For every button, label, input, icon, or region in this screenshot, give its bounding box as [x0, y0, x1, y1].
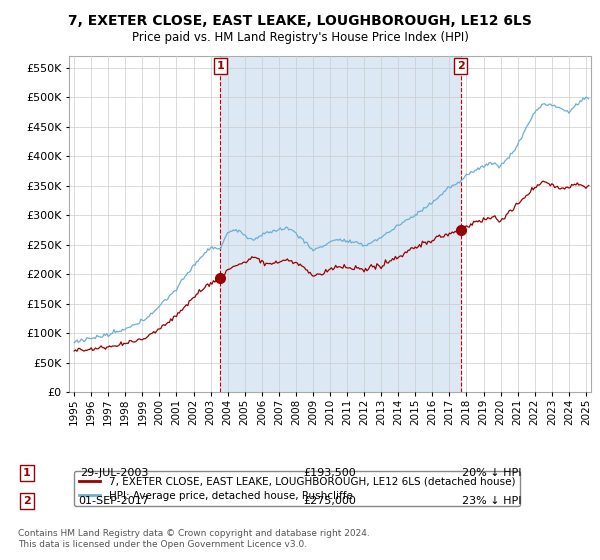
- Text: 2: 2: [23, 496, 31, 506]
- Text: 2: 2: [457, 61, 465, 71]
- Bar: [220, 56, 461, 392]
- Text: Contains HM Land Registry data © Crown copyright and database right 2024.
This d: Contains HM Land Registry data © Crown c…: [18, 529, 370, 549]
- Text: 01-SEP-2017: 01-SEP-2017: [79, 496, 149, 506]
- Text: 7, EXETER CLOSE, EAST LEAKE, LOUGHBOROUGH, LE12 6LS: 7, EXETER CLOSE, EAST LEAKE, LOUGHBOROUG…: [68, 14, 532, 28]
- Text: £275,000: £275,000: [304, 496, 356, 506]
- Text: 20% ↓ HPI: 20% ↓ HPI: [462, 468, 522, 478]
- Text: 23% ↓ HPI: 23% ↓ HPI: [462, 496, 522, 506]
- Text: 29-JUL-2003: 29-JUL-2003: [80, 468, 148, 478]
- Text: 1: 1: [217, 61, 224, 71]
- Text: 1: 1: [23, 468, 31, 478]
- Text: £193,500: £193,500: [304, 468, 356, 478]
- Text: Price paid vs. HM Land Registry's House Price Index (HPI): Price paid vs. HM Land Registry's House …: [131, 31, 469, 44]
- Legend: 7, EXETER CLOSE, EAST LEAKE, LOUGHBOROUGH, LE12 6LS (detached house), HPI: Avera: 7, EXETER CLOSE, EAST LEAKE, LOUGHBOROUG…: [74, 471, 520, 506]
